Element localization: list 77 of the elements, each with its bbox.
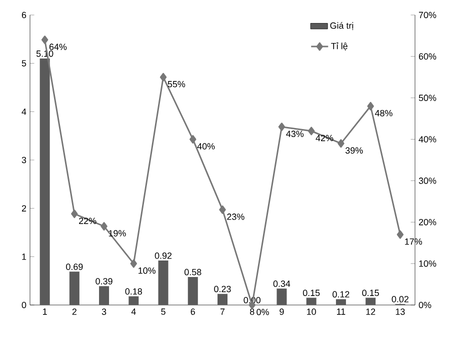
- y-tick-label: 3: [22, 156, 26, 164]
- point: [308, 126, 315, 136]
- point: [367, 102, 374, 110]
- data-label: 10%: [138, 267, 156, 274]
- x-tick-label: 3: [102, 308, 106, 315]
- y-tick-label: 2: [22, 205, 26, 212]
- data-label: 0.58: [184, 268, 202, 276]
- data-label: 0.92: [154, 252, 172, 259]
- data-label: 39%: [346, 147, 363, 154]
- y2-tick-label: 50%: [418, 94, 436, 102]
- data-label: 0.15: [362, 290, 379, 296]
- data-label: 0.39: [96, 278, 112, 284]
- point: [190, 135, 196, 144]
- y-tick-label: 6: [22, 12, 26, 18]
- data-label: 40%: [197, 143, 215, 150]
- data-label: 0.18: [125, 288, 142, 295]
- x-tick-label: 1: [43, 308, 47, 315]
- x-tick-label: 10: [307, 308, 316, 315]
- point: [71, 210, 78, 218]
- bar: [366, 298, 376, 305]
- bar: [158, 260, 168, 305]
- y2-tick-label: 40%: [418, 136, 436, 142]
- legend-label: Tỉ lệ: [331, 42, 348, 51]
- x-tick-label: 4: [131, 308, 136, 315]
- data-label: 17%: [405, 238, 422, 245]
- x-tick-label: 6: [190, 308, 195, 315]
- data-label: 22%: [79, 218, 96, 224]
- data-label: 0.12: [332, 291, 350, 298]
- data-label: 19%: [108, 230, 126, 236]
- bar: [40, 58, 50, 305]
- y2-tick-label: 20%: [418, 218, 436, 226]
- data-label: 55%: [168, 80, 186, 88]
- x-tick-label: 2: [72, 308, 76, 315]
- point: [160, 72, 167, 82]
- data-label: 64%: [49, 44, 67, 50]
- bar: [276, 288, 287, 305]
- x-tick-label: 9: [280, 308, 284, 315]
- data-label: 0%: [256, 308, 269, 316]
- x-tick-label: 13: [396, 308, 405, 315]
- point: [338, 139, 344, 148]
- data-label: 43%: [286, 130, 304, 138]
- y2-tick-label: 70%: [418, 12, 436, 18]
- data-label: 0.23: [214, 286, 231, 292]
- point: [130, 259, 138, 268]
- x-tick-label: 12: [366, 308, 376, 315]
- y2-tick-label: 0%: [418, 302, 432, 308]
- point: [278, 122, 286, 132]
- data-label: 0.02: [392, 296, 408, 302]
- bar: [128, 296, 139, 305]
- data-label: 48%: [374, 110, 392, 116]
- data-label: 0.69: [66, 264, 83, 270]
- x-tick-label: 8: [250, 308, 254, 315]
- y-tick-label: 4: [22, 108, 26, 115]
- bar: [188, 276, 198, 305]
- data-label: 42%: [316, 134, 334, 142]
- point: [396, 230, 404, 239]
- y-tick-label: 0: [22, 302, 26, 308]
- x-tick-label: 11: [337, 308, 346, 315]
- y-tick-label: 5: [22, 60, 26, 66]
- legend-label: Giá trị: [330, 22, 354, 30]
- point: [219, 205, 226, 214]
- bar: [336, 299, 346, 305]
- point: [41, 36, 48, 44]
- y2-tick-label: 60%: [418, 53, 436, 60]
- bar: [306, 298, 316, 305]
- data-label: 0.34: [273, 280, 290, 287]
- bar: [99, 286, 110, 305]
- data-label: 0.15: [302, 290, 320, 296]
- bar: [218, 294, 228, 305]
- y-tick-label: 1: [22, 254, 26, 260]
- point: [100, 222, 108, 231]
- y2-tick-label: 30%: [418, 178, 436, 184]
- x-tick-label: 5: [161, 308, 166, 315]
- x-tick-label: 7: [220, 308, 225, 315]
- data-label: 23%: [227, 214, 244, 220]
- bar: [69, 272, 80, 305]
- y2-tick-label: 10%: [419, 260, 436, 267]
